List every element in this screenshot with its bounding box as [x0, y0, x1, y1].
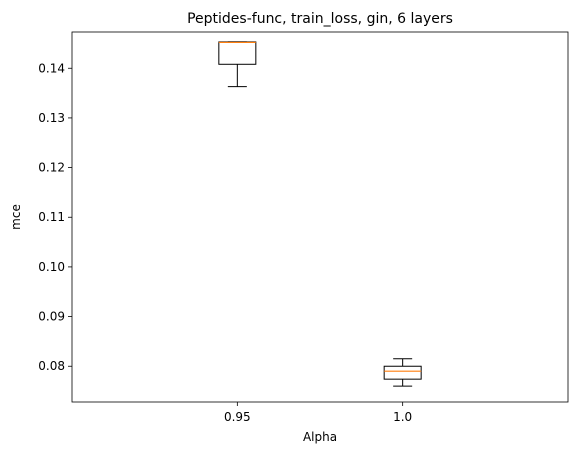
y-tick-label: 0.14 [38, 61, 65, 75]
y-tick-label: 0.10 [38, 260, 65, 274]
boxes [218, 41, 422, 387]
y-tick-label: 0.08 [38, 359, 65, 373]
plot-area [71, 31, 569, 403]
y-tick-label: 0.12 [38, 161, 65, 175]
y-axis: 0.08 0.09 0.10 0.11 0.12 0.13 0.14 [38, 61, 72, 373]
box-0.95 [218, 41, 257, 88]
x-tick-label: 0.95 [224, 410, 251, 424]
box-1.0 [383, 358, 422, 387]
x-axis-label: Alpha [303, 430, 337, 444]
x-tick-label: 1.0 [393, 410, 412, 424]
y-tick-label: 0.09 [38, 310, 65, 324]
y-axis-label: mce [9, 204, 23, 230]
y-tick-label: 0.11 [38, 210, 65, 224]
x-axis: 0.95 1.0 [224, 402, 412, 424]
iqr-box [383, 365, 422, 380]
y-tick-label: 0.13 [38, 111, 65, 125]
iqr-box [218, 41, 257, 65]
chart-title: Peptides-func, train_loss, gin, 6 layers [187, 11, 453, 27]
